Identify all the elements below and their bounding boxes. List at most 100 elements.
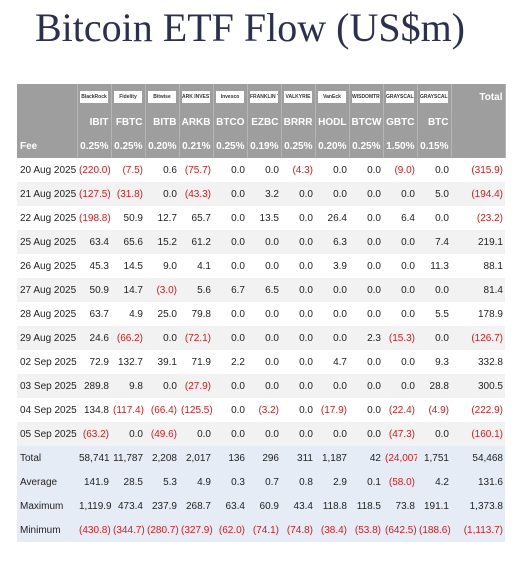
row-label: 21 Aug 2025 — [17, 182, 77, 206]
cell: (43.3) — [179, 182, 213, 206]
cell: (222.9) — [471, 404, 503, 416]
fee: 0.25% — [349, 134, 384, 158]
cell: (62.0) — [213, 518, 247, 542]
cell: (74.1) — [247, 518, 281, 542]
ticker: EZBC — [247, 110, 282, 134]
cell: 14.5 — [123, 260, 143, 272]
cell: 0.0 — [349, 230, 383, 254]
header-cell: Total — [451, 84, 506, 110]
cell: (117.4) — [113, 404, 144, 416]
row-label: 20 Aug 2025 — [20, 164, 77, 176]
cell: 81.4 — [451, 278, 505, 302]
cell: 4.7 — [333, 356, 347, 368]
cell: 0.0 — [281, 182, 315, 206]
cell: (38.4) — [315, 518, 349, 542]
cell: 141.9 — [77, 470, 111, 494]
cell: 28.5 — [111, 470, 145, 494]
cell: 7.4 — [417, 230, 451, 254]
ticker: FBTC — [111, 110, 146, 134]
row-label: 02 Sep 2025 — [20, 356, 77, 368]
cell: 11.3 — [430, 260, 449, 272]
cell: 118.8 — [315, 494, 349, 518]
header-cell: VanEck — [315, 84, 350, 110]
cell: 0.0 — [213, 422, 247, 446]
cell: 65.6 — [111, 230, 145, 254]
cell: 0.0 — [145, 374, 179, 398]
cell: 0.0 — [367, 308, 381, 320]
cell: 1,373.8 — [451, 494, 505, 518]
cell: (642.5) — [383, 518, 417, 542]
header-cell: VALKYRIE — [281, 84, 316, 110]
cell: 4.1 — [197, 260, 211, 272]
header-cell — [451, 134, 506, 158]
cell: 0.0 — [213, 374, 247, 398]
issuer-logo: BlackRock — [80, 91, 108, 103]
cell: 0.0 — [383, 374, 417, 398]
cell: 58,741 — [77, 446, 111, 470]
cell: (430.8) — [77, 518, 111, 542]
cell: 72.9 — [89, 356, 109, 368]
header-row: Fee 0.25% 0.25% 0.20% 0.21% 0.25% 0.19% 0.25% 0.… — [17, 134, 506, 158]
cell: 0.0 — [315, 278, 349, 302]
cell: 9.0 — [163, 260, 177, 272]
cell: (7.5) — [122, 164, 143, 176]
ticker: BITB — [145, 110, 180, 134]
cell: 63.4 — [213, 494, 247, 518]
cell: (66.2) — [111, 326, 145, 350]
cell: 296 — [247, 446, 281, 470]
header-cell: Bitwise — [145, 84, 180, 110]
cell: 0.0 — [265, 356, 279, 368]
cell: 0.0 — [281, 374, 315, 398]
cell: 0.7 — [247, 470, 281, 494]
cell: (160.1) — [451, 422, 505, 446]
cell: 0.0 — [383, 278, 417, 302]
fee: 0.20% — [315, 134, 350, 158]
etf-flow-table: BlackRock Fidelity Bitwise ARK INVEST Invesc… — [17, 84, 506, 542]
cell: 268.7 — [179, 494, 213, 518]
cell: 24.6 — [77, 326, 111, 350]
cell: (127.5) — [77, 182, 111, 206]
cell: (3.0) — [145, 278, 179, 302]
cell: 3.2 — [247, 182, 281, 206]
cell: 0.0 — [231, 308, 245, 320]
header-cell: ARK INVEST — [179, 84, 214, 110]
cell: 0.0 — [417, 422, 451, 446]
cell: 0.0 — [417, 278, 451, 302]
issuer-logo: VanEck — [318, 91, 346, 103]
cell: 2,017 — [179, 446, 213, 470]
cell: 0.0 — [145, 326, 179, 350]
header-cell: GRAYSCALE — [383, 84, 418, 110]
cell: 45.3 — [89, 260, 109, 272]
cell: 0.0 — [281, 326, 315, 350]
fee: 0.25% — [77, 134, 112, 158]
cell: 39.1 — [157, 356, 177, 368]
cell: 473.4 — [111, 494, 145, 518]
cell: 26.4 — [327, 212, 347, 224]
cell: 132.7 — [117, 356, 143, 368]
ticker: BRRR — [281, 110, 316, 134]
issuer-logo: Invesco — [216, 91, 244, 103]
issuer-logo: VALKYRIE — [284, 91, 312, 103]
cell: 4.9 — [179, 470, 213, 494]
fee: 0.25% — [213, 134, 248, 158]
fee: 0.21% — [179, 134, 214, 158]
cell: 71.9 — [191, 356, 211, 368]
cell: 12.7 — [157, 212, 177, 224]
title: Bitcoin ETF Flow (US$m) — [34, 5, 466, 50]
cell: (47.3) — [383, 422, 417, 446]
cell: 0.0 — [401, 308, 415, 320]
cell: 0.0 — [281, 230, 315, 254]
issuer-logo: GRAYSCALE — [420, 91, 448, 103]
issuer-logo: ARK INVEST — [182, 91, 210, 103]
cell: (75.7) — [184, 164, 211, 176]
cell: (49.6) — [145, 422, 179, 446]
cell: 0.0 — [315, 182, 349, 206]
table-row: 03 Sep 2025 289.8 9.8 0.0 (27.9) 0.0 0.0 0.0 0.0… — [17, 374, 505, 398]
table-row: Minimum (430.8) (344.7) (280.7) (327.9) (62.0… — [17, 518, 505, 542]
cell: (280.7) — [145, 518, 179, 542]
cell: 0.0 — [231, 212, 245, 224]
cell: (22.4) — [388, 404, 415, 416]
cell: 6.5 — [247, 278, 281, 302]
cell: 3.9 — [333, 260, 347, 272]
